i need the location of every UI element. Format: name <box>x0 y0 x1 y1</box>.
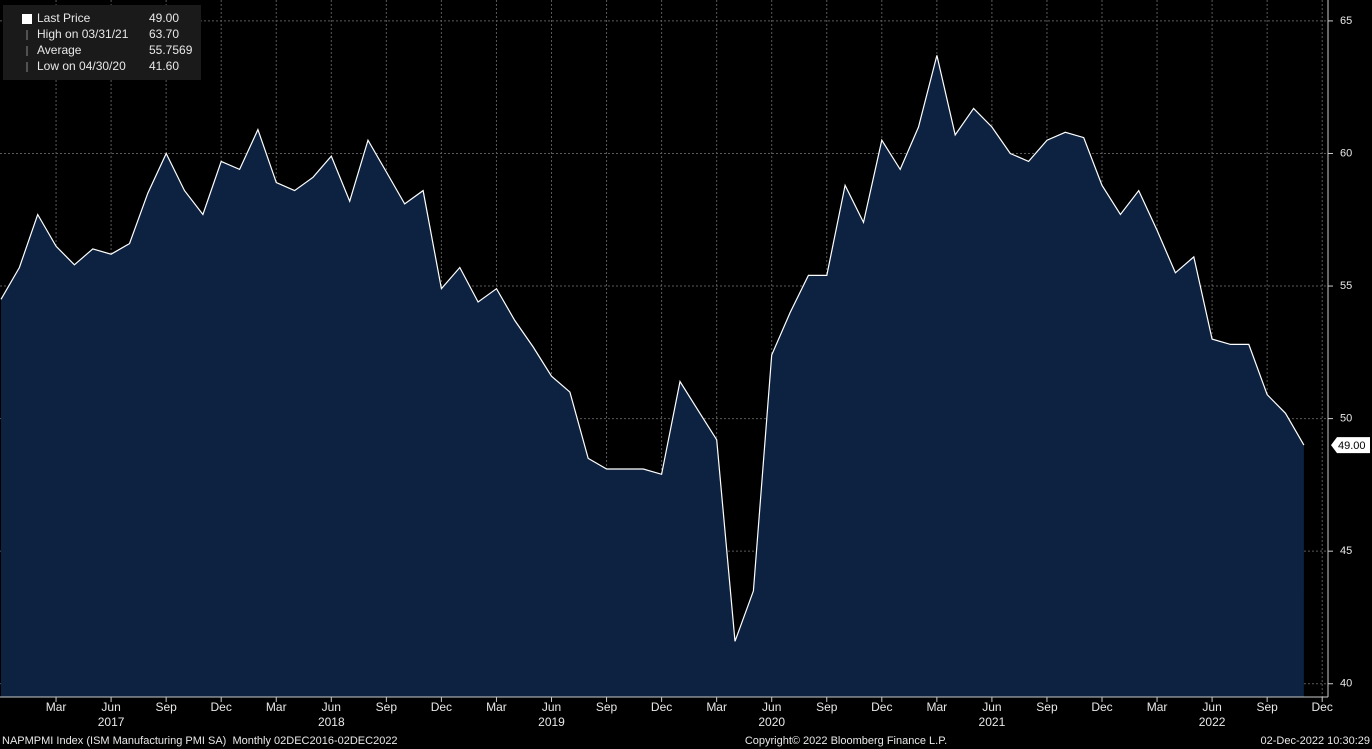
x-tick-label: Dec <box>651 700 672 714</box>
last-price-tag <box>1331 437 1370 454</box>
x-tick-label: Jun <box>1202 700 1221 714</box>
legend-value: 41.60 <box>149 59 179 73</box>
x-tick-label: Mar <box>927 700 948 714</box>
x-tick-label: Mar <box>486 700 507 714</box>
x-tick-label: Jun <box>101 700 120 714</box>
year-label: 2017 <box>98 715 125 729</box>
x-tick-label: Jun <box>322 700 341 714</box>
x-tick-label: Sep <box>596 700 618 714</box>
plot <box>0 55 1305 697</box>
x-tick-label: Sep <box>816 700 838 714</box>
year-label: 2018 <box>318 715 345 729</box>
footer-center: Copyright© 2022 Bloomberg Finance L.P. <box>745 735 947 747</box>
y-tick-label: 40 <box>1340 678 1352 690</box>
legend-name: Last Price <box>37 11 91 25</box>
legend-name: High on 03/31/21 <box>37 27 129 41</box>
x-tick-label: Mar <box>706 700 727 714</box>
y-tick-label: 65 <box>1340 15 1352 27</box>
x-tick-label: Mar <box>266 700 287 714</box>
x-tick-label: Dec <box>1091 700 1112 714</box>
x-tick-label: Sep <box>376 700 398 714</box>
x-tick-label: Dec <box>211 700 232 714</box>
y-tick-label: 45 <box>1340 545 1352 557</box>
x-tick-label: Jun <box>542 700 561 714</box>
x-tick-label: Dec <box>1312 700 1333 714</box>
footer-left: NAPMPMI Index (ISM Manufacturing PMI SA)… <box>2 735 398 747</box>
y-tick-label: 50 <box>1340 413 1352 425</box>
x-tick-label: Dec <box>431 700 452 714</box>
legend-name: Average <box>37 43 82 57</box>
x-tick-label: Sep <box>1256 700 1278 714</box>
year-label: 2021 <box>979 715 1006 729</box>
legend-box <box>3 5 201 80</box>
legend-value: 63.70 <box>149 27 179 41</box>
legend-value: 49.00 <box>149 11 179 25</box>
x-tick-label: Mar <box>46 700 67 714</box>
year-label: 2022 <box>1199 715 1226 729</box>
x-tick-label: Sep <box>1036 700 1058 714</box>
legend: Last Price 49.00 High on 03/31/21 63.70 Aver… <box>22 11 193 73</box>
legend-value: 55.7569 <box>149 43 193 57</box>
legend-name: Low on 04/30/20 <box>37 59 126 73</box>
x-tick-label: Jun <box>762 700 781 714</box>
last-price-label: 49.00 <box>1338 440 1366 452</box>
legend-swatch <box>22 14 32 24</box>
footer-right: 02-Dec-2022 10:30:29 <box>1261 735 1370 747</box>
year-label: 2019 <box>538 715 565 729</box>
y-tick-label: 55 <box>1340 280 1352 292</box>
area <box>1 55 1304 697</box>
x-tick-label: Mar <box>1147 700 1168 714</box>
line <box>0 55 1305 642</box>
y-tick-label: 60 <box>1340 147 1352 159</box>
x-tick-label: Jun <box>982 700 1001 714</box>
x-tick-label: Dec <box>871 700 892 714</box>
x-tick-label: Sep <box>155 700 177 714</box>
year-label: 2020 <box>758 715 785 729</box>
